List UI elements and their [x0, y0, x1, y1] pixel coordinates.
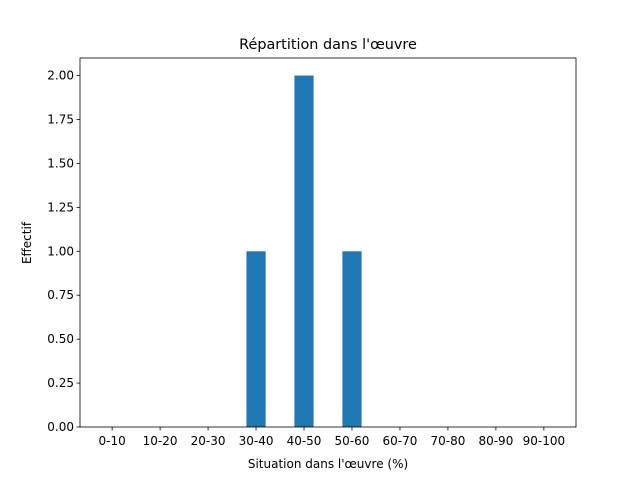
bar [246, 251, 266, 427]
y-tick-label: 1.75 [47, 113, 74, 127]
y-axis-label: Effectif [20, 221, 34, 264]
y-tick-label: 0.00 [47, 420, 74, 434]
bar [294, 75, 314, 428]
x-tick-label: 40-50 [287, 434, 322, 448]
x-tick-label: 30-40 [239, 434, 274, 448]
x-tick-label: 60-70 [383, 434, 418, 448]
x-tick-label: 0-10 [99, 434, 126, 448]
chart-title: Répartition dans l'œuvre [239, 37, 417, 53]
bar [342, 251, 362, 427]
x-tick-label: 20-30 [191, 434, 226, 448]
y-tick-label: 0.50 [47, 332, 74, 346]
y-tick-label: 1.50 [47, 156, 74, 170]
x-tick-label: 50-60 [335, 434, 370, 448]
x-axis-label: Situation dans l'œuvre (%) [248, 457, 408, 471]
x-tick-label: 90-100 [523, 434, 566, 448]
x-tick-label: 70-80 [430, 434, 465, 448]
plot-frame [79, 57, 577, 428]
y-tick-label: 1.00 [47, 244, 74, 258]
y-tick-label: 1.25 [47, 200, 74, 214]
x-tick-label: 80-90 [478, 434, 513, 448]
y-tick-label: 0.25 [47, 376, 74, 390]
y-tick-label: 0.75 [47, 288, 74, 302]
y-tick-label: 2.00 [47, 69, 74, 83]
x-tick-label: 10-20 [143, 434, 178, 448]
